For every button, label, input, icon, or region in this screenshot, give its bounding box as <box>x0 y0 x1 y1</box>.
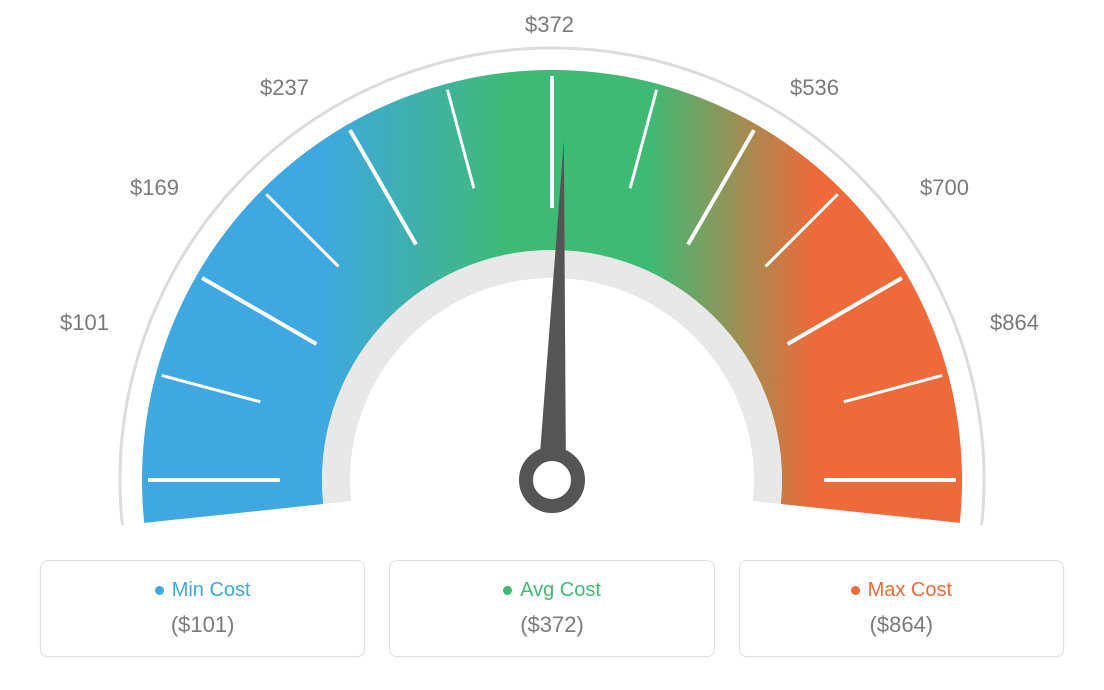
max-cost-value: ($864) <box>752 612 1051 638</box>
min-cost-card: Min Cost ($101) <box>40 560 365 657</box>
min-dot-icon <box>155 586 164 595</box>
scale-label-0: $101 <box>60 310 109 336</box>
scale-label-1: $169 <box>130 175 179 201</box>
avg-cost-card: Avg Cost ($372) <box>389 560 714 657</box>
avg-dot-icon <box>503 586 512 595</box>
gauge-svg <box>92 20 1012 550</box>
gauge-chart-container: $101 $169 $237 $372 $536 $700 $864 Min C… <box>0 0 1104 690</box>
min-cost-title: Min Cost <box>155 579 251 602</box>
summary-cards: Min Cost ($101) Avg Cost ($372) Max Cost… <box>0 560 1104 657</box>
scale-label-6: $864 <box>990 310 1039 336</box>
scale-label-4: $536 <box>790 75 839 101</box>
scale-label-3: $372 <box>525 12 574 38</box>
avg-cost-label: Avg Cost <box>520 579 601 602</box>
scale-label-5: $700 <box>920 175 969 201</box>
gauge-area: $101 $169 $237 $372 $536 $700 $864 <box>0 0 1104 560</box>
max-cost-label: Max Cost <box>868 579 952 602</box>
max-cost-title: Max Cost <box>851 579 952 602</box>
min-cost-label: Min Cost <box>172 579 251 602</box>
min-cost-value: ($101) <box>53 612 352 638</box>
avg-cost-title: Avg Cost <box>503 579 601 602</box>
scale-label-2: $237 <box>260 75 309 101</box>
max-dot-icon <box>851 586 860 595</box>
max-cost-card: Max Cost ($864) <box>739 560 1064 657</box>
avg-cost-value: ($372) <box>402 612 701 638</box>
